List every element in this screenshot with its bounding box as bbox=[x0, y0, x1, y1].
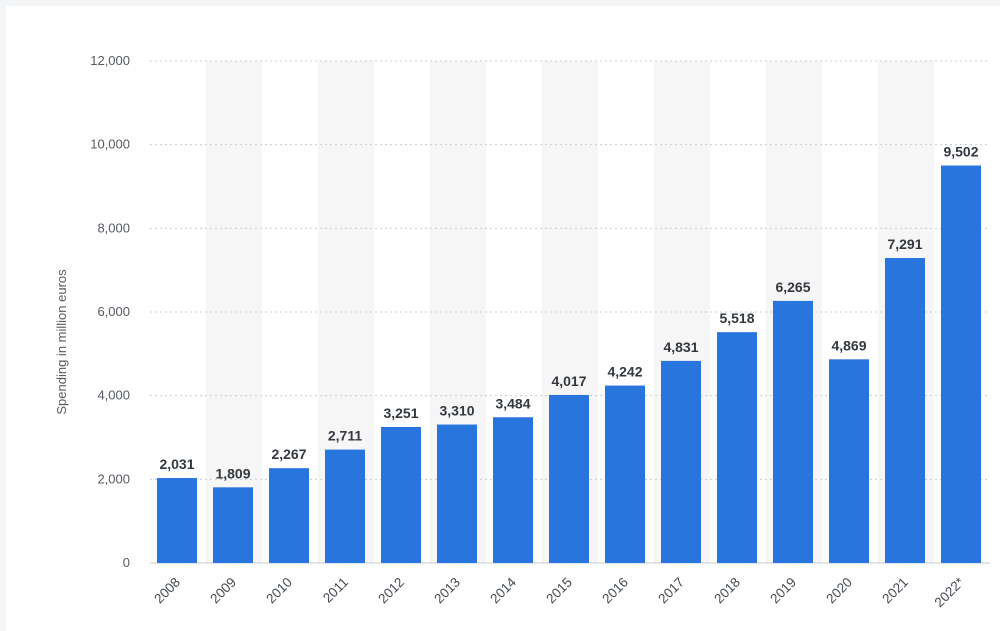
bar[interactable] bbox=[493, 417, 533, 563]
bar[interactable] bbox=[661, 360, 701, 563]
x-tick-label: 2018 bbox=[711, 575, 743, 607]
x-tick-label: 2014 bbox=[487, 574, 519, 606]
value-label: 7,291 bbox=[887, 236, 922, 252]
x-tick-label: 2019 bbox=[767, 575, 799, 607]
value-label: 1,809 bbox=[215, 465, 250, 481]
y-tick-label: 0 bbox=[123, 555, 130, 570]
x-tick-label: 2020 bbox=[823, 575, 855, 607]
value-label: 5,518 bbox=[719, 310, 754, 326]
bar[interactable] bbox=[157, 478, 197, 563]
x-tick-label: 2016 bbox=[599, 575, 631, 607]
x-tick-label: 2013 bbox=[431, 575, 463, 607]
bar[interactable] bbox=[325, 449, 365, 563]
value-label: 9,502 bbox=[943, 143, 978, 159]
value-label: 3,251 bbox=[383, 405, 418, 421]
bar[interactable] bbox=[381, 426, 421, 563]
x-tick-label: 2012 bbox=[375, 575, 407, 607]
bar[interactable] bbox=[437, 424, 477, 563]
bar[interactable] bbox=[885, 257, 925, 563]
x-tick-label: 2017 bbox=[655, 575, 687, 607]
bar[interactable] bbox=[773, 300, 813, 563]
value-label: 2,711 bbox=[328, 428, 362, 444]
bar[interactable] bbox=[213, 487, 253, 563]
x-axis-ticks: 2008 2009 2010 2011 2012 2013 2014 2015 2016 2017… bbox=[151, 574, 967, 610]
y-tick-label: 6,000 bbox=[97, 304, 130, 319]
y-tick-label: 12,000 bbox=[90, 53, 130, 68]
y-tick-label: 8,000 bbox=[97, 220, 130, 235]
bar[interactable] bbox=[941, 165, 981, 563]
value-label: 2,267 bbox=[271, 446, 306, 462]
y-axis-label: Spending in million euros bbox=[54, 269, 69, 415]
y-tick-label: 4,000 bbox=[97, 388, 130, 403]
x-tick-label: 2008 bbox=[151, 575, 183, 607]
value-label: 4,017 bbox=[551, 373, 586, 389]
y-tick-label: 10,000 bbox=[90, 137, 130, 152]
value-label: 4,242 bbox=[607, 364, 642, 380]
x-tick-label: 2011 bbox=[320, 575, 351, 606]
x-tick-label: 2022* bbox=[932, 574, 968, 610]
bars bbox=[157, 165, 981, 563]
bar[interactable] bbox=[549, 394, 589, 563]
y-tick-label: 2,000 bbox=[97, 471, 130, 486]
x-tick-label: 2009 bbox=[207, 575, 239, 607]
value-label: 2,031 bbox=[159, 456, 194, 472]
value-label: 4,869 bbox=[831, 337, 866, 353]
y-axis-ticks: 0 2,000 4,000 6,000 8,000 10,000 12,000 bbox=[90, 53, 130, 570]
value-label: 6,265 bbox=[775, 279, 810, 295]
bar[interactable] bbox=[829, 359, 869, 563]
value-labels: 2,031 1,809 2,267 2,711 3,251 3,310 3,484 4,017… bbox=[159, 143, 978, 481]
x-tick-label: 2015 bbox=[543, 575, 575, 607]
value-label: 3,310 bbox=[439, 403, 474, 419]
bar[interactable] bbox=[717, 332, 757, 563]
x-tick-label: 2010 bbox=[263, 575, 295, 607]
bar[interactable] bbox=[605, 385, 645, 563]
bar[interactable] bbox=[269, 468, 309, 563]
value-label: 4,831 bbox=[663, 339, 698, 355]
value-label: 3,484 bbox=[495, 395, 530, 411]
x-tick-label: 2021 bbox=[879, 575, 911, 607]
